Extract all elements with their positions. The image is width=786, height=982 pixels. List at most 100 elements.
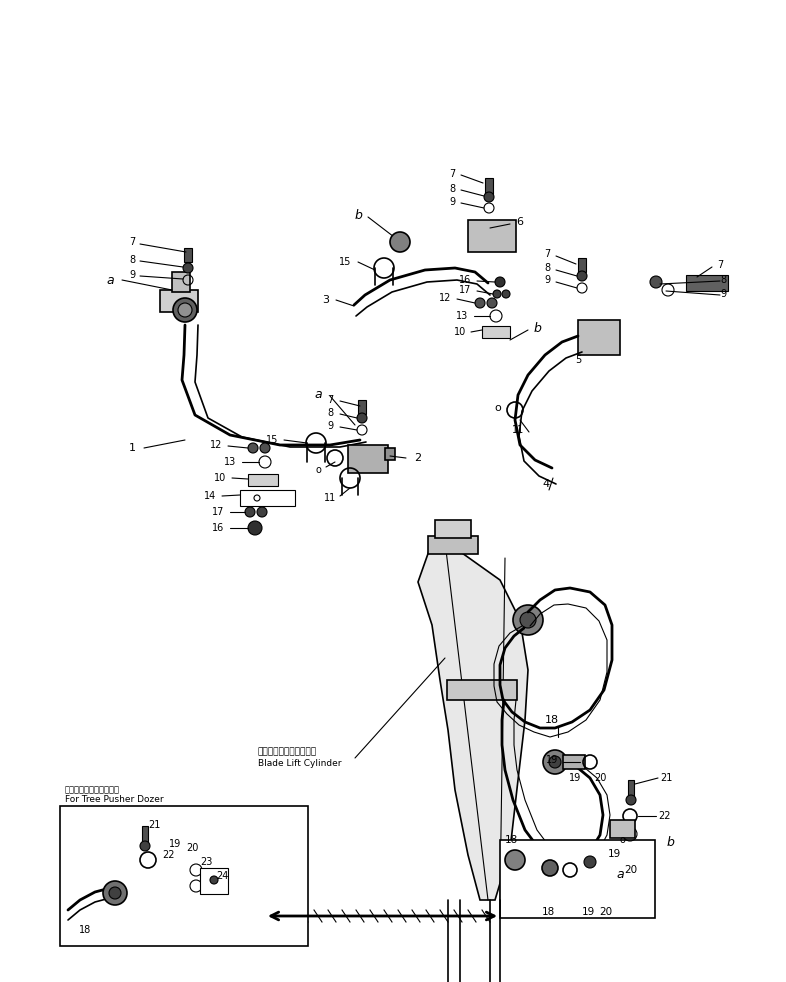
Text: 6: 6 [516,217,523,227]
Text: b: b [354,208,362,222]
Circle shape [584,856,596,868]
Text: 22: 22 [658,811,670,821]
Text: Blade Lift Cylinder: Blade Lift Cylinder [258,759,341,769]
Circle shape [495,277,505,287]
Circle shape [626,795,636,805]
Text: 8: 8 [544,263,550,273]
Text: 9: 9 [544,275,550,285]
Text: 10: 10 [454,327,466,337]
Bar [485,178,493,194]
Text: 20: 20 [600,907,612,917]
Text: 5: 5 [575,355,581,365]
Circle shape [173,298,197,322]
Bar [172,272,190,292]
Text: 9: 9 [720,289,726,299]
Circle shape [577,271,587,281]
Text: For Tree Pusher Dozer: For Tree Pusher Dozer [65,795,163,804]
Text: o: o [315,465,321,475]
Bar [184,248,192,262]
Text: 19: 19 [582,907,595,917]
Circle shape [513,605,543,635]
Text: 22: 22 [162,850,174,860]
Bar [240,490,295,506]
Text: o: o [619,835,625,845]
Text: 20: 20 [593,773,606,783]
Text: 4: 4 [542,479,549,489]
Text: 18: 18 [505,835,518,845]
Circle shape [475,298,485,308]
Circle shape [260,443,270,453]
Text: b: b [666,836,674,848]
Text: 9: 9 [129,270,135,280]
Text: 15: 15 [266,435,278,445]
Text: 21: 21 [148,820,160,830]
Text: 10: 10 [214,473,226,483]
Bar [578,320,620,355]
Text: 16: 16 [459,275,471,285]
Circle shape [390,232,410,252]
Text: a: a [314,389,321,402]
Bar [578,258,586,272]
Text: 7: 7 [327,395,333,405]
Text: 13: 13 [456,311,468,321]
Text: 1: 1 [128,443,135,453]
Text: 17: 17 [211,507,224,517]
Text: b: b [533,321,541,335]
Text: 16: 16 [212,523,224,533]
Bar [628,780,634,796]
Text: a: a [106,274,114,287]
Circle shape [248,521,262,535]
Text: 19: 19 [169,839,181,849]
Bar [428,536,478,554]
Text: 20: 20 [624,865,637,875]
Text: 13: 13 [224,457,236,467]
Text: 8: 8 [449,184,455,194]
Text: 7: 7 [544,249,550,259]
Circle shape [357,413,367,423]
Circle shape [257,507,267,517]
Text: 9: 9 [327,421,333,431]
Text: 8: 8 [327,408,333,418]
Bar [447,680,517,700]
Bar [563,755,585,769]
Text: 18: 18 [545,715,559,725]
Bar [435,520,471,538]
Bar [358,400,366,414]
Circle shape [487,298,497,308]
Circle shape [245,507,255,517]
Text: 19: 19 [545,755,558,765]
Text: ブレードリフトシリンダ: ブレードリフトシリンダ [258,747,317,756]
Text: 7: 7 [449,169,455,179]
Circle shape [505,850,525,870]
Bar [482,326,510,338]
Text: 12: 12 [439,293,451,303]
Bar [200,868,228,894]
Text: 8: 8 [129,255,135,265]
Text: 18: 18 [79,925,91,935]
Circle shape [493,290,501,298]
Circle shape [650,276,662,288]
Text: 14: 14 [204,491,216,501]
Text: 7: 7 [129,237,135,247]
Circle shape [542,860,558,876]
Bar [385,448,395,460]
Bar [468,220,516,252]
Text: 23: 23 [200,857,212,867]
Circle shape [140,841,150,851]
Text: 8: 8 [720,275,726,285]
Bar [160,290,198,312]
Circle shape [210,876,218,884]
Circle shape [254,495,260,501]
Bar [248,474,278,486]
Text: 18: 18 [542,907,555,917]
Text: a: a [616,868,624,882]
Circle shape [549,756,561,768]
Text: 11: 11 [512,425,524,435]
Circle shape [484,192,494,202]
Bar [500,840,655,918]
Text: 2: 2 [414,453,421,463]
Circle shape [178,303,192,317]
Text: 9: 9 [449,197,455,207]
Text: 12: 12 [210,440,222,450]
Circle shape [103,881,127,905]
